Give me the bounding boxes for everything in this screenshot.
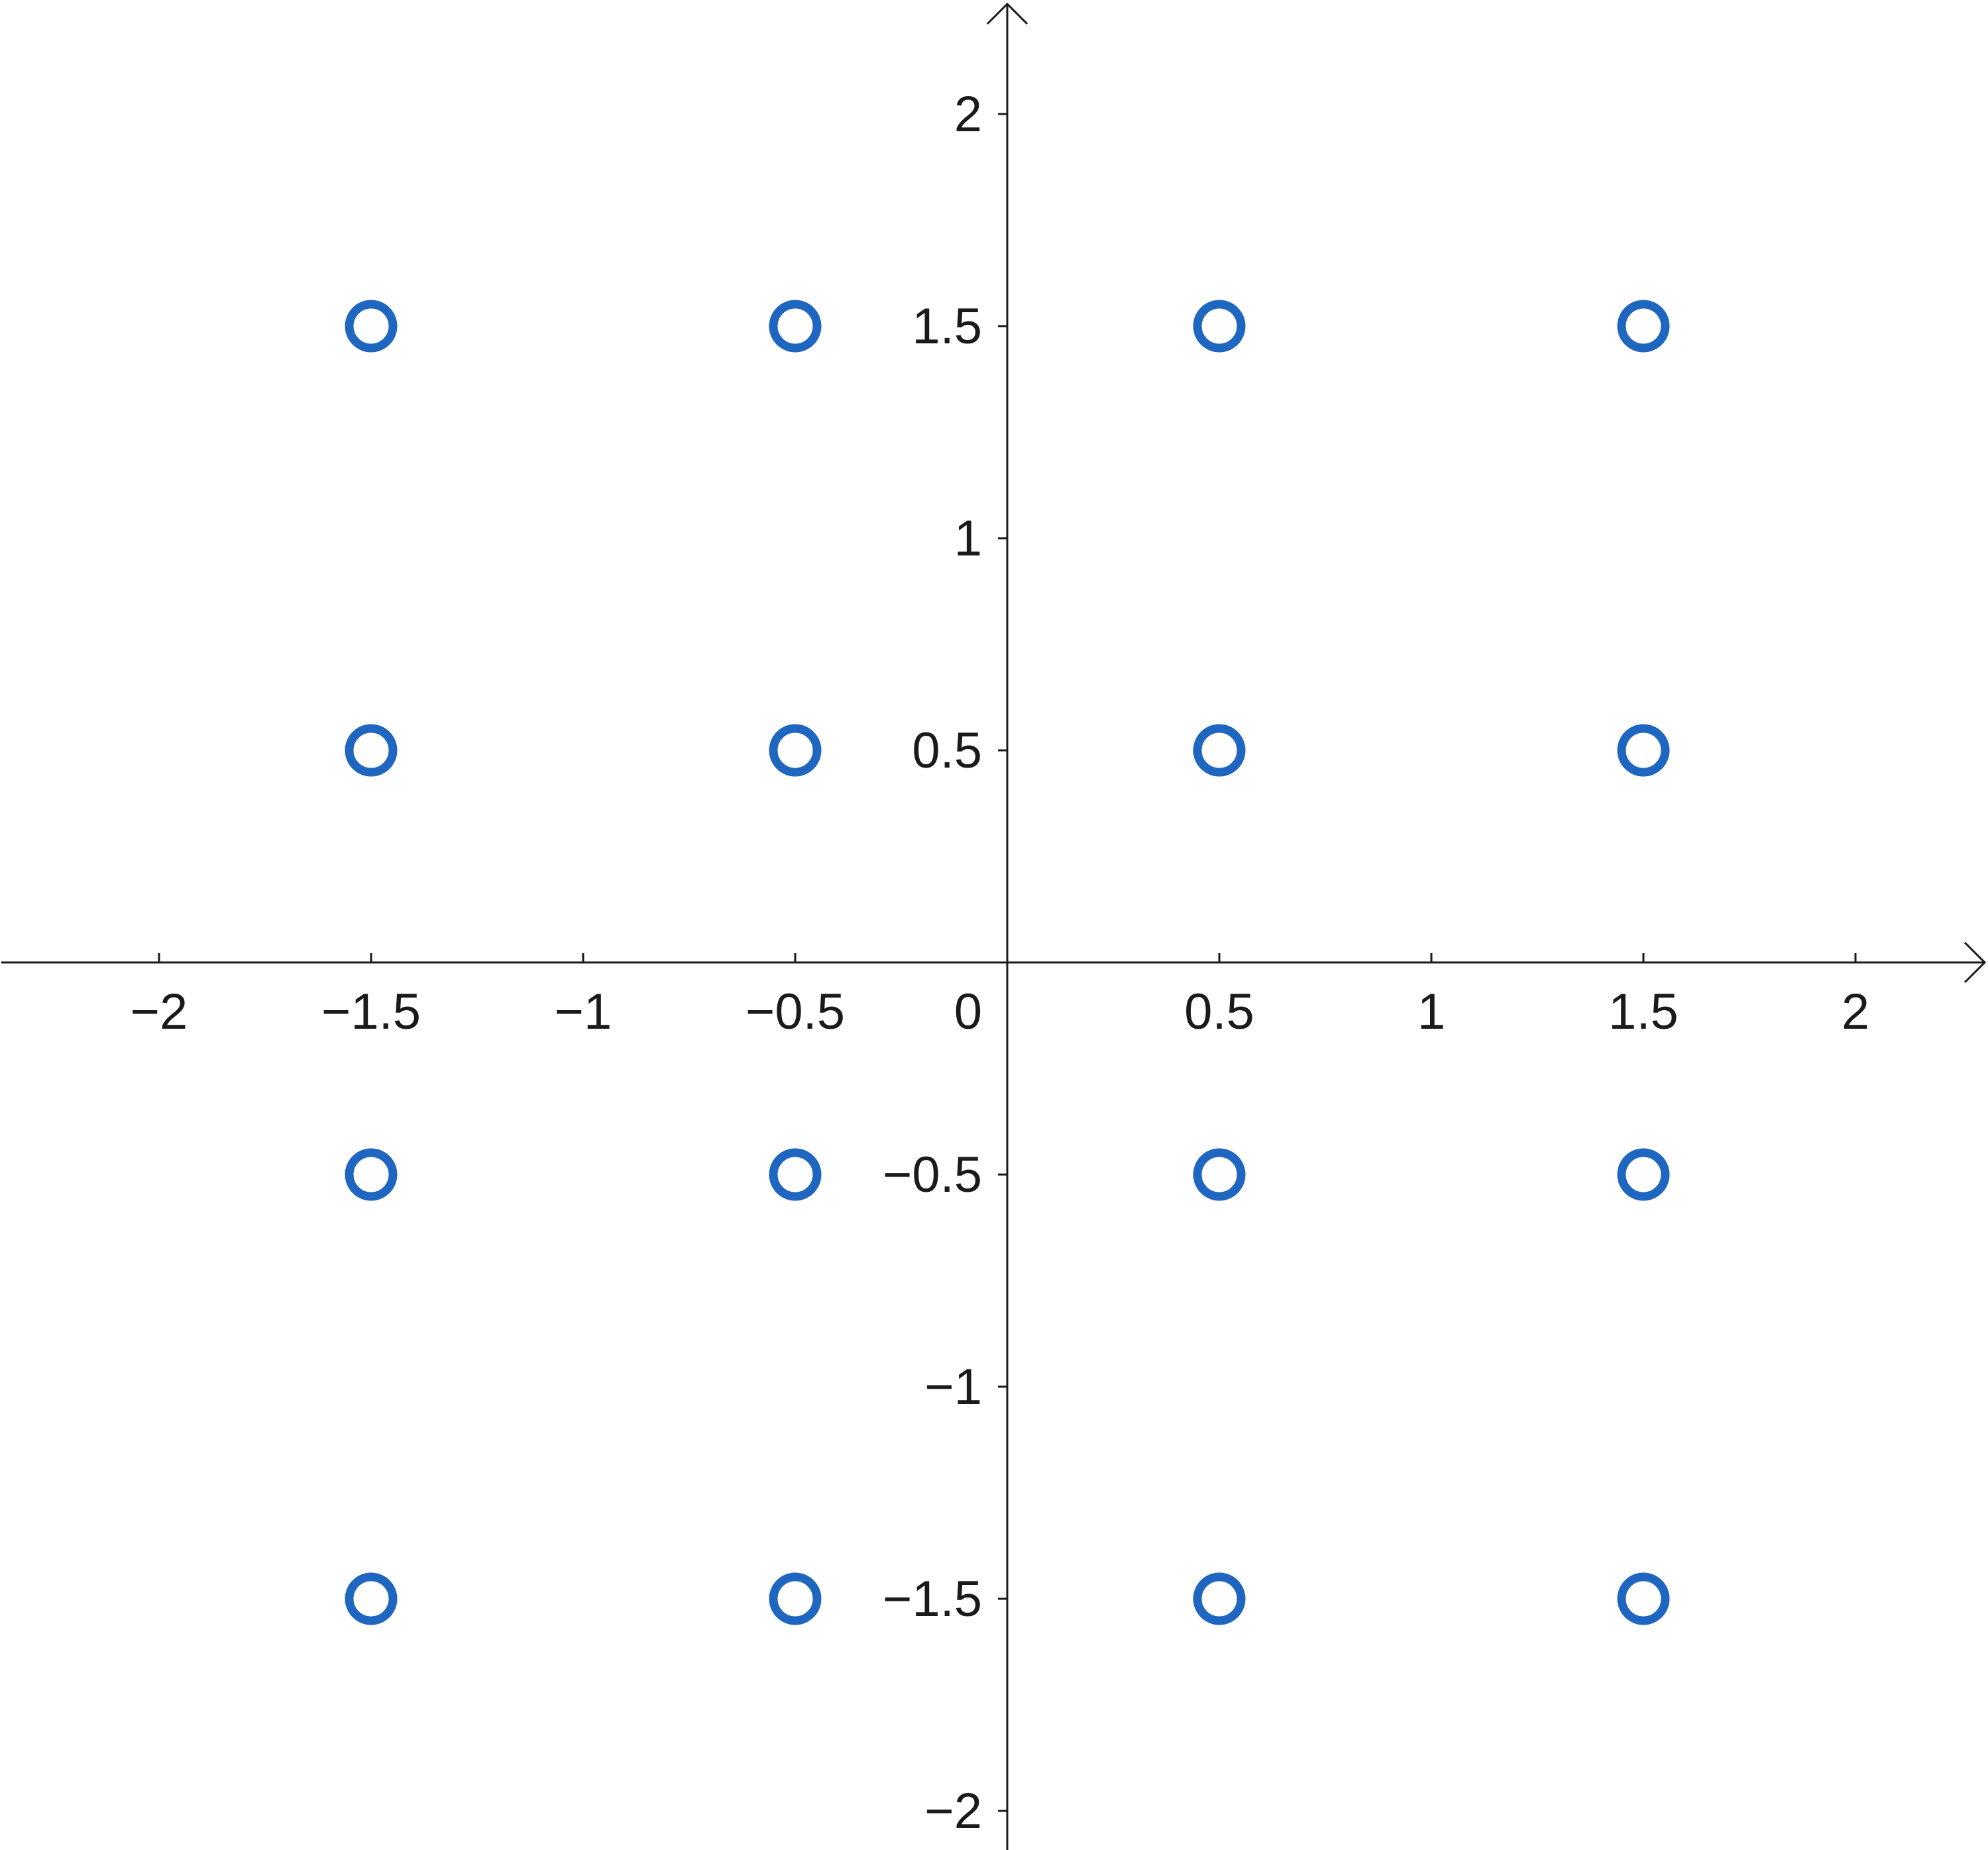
- ticks: [158, 113, 1857, 1812]
- x-tick-label: 2: [1842, 984, 1869, 1040]
- data-point: [769, 1572, 822, 1625]
- y-tick-label: 0.5: [912, 723, 982, 779]
- data-point: [769, 724, 822, 777]
- x-tick-label: −1: [555, 984, 612, 1040]
- data-point: [1617, 1148, 1670, 1201]
- data-point: [769, 300, 822, 353]
- x-tick-label: −0.5: [746, 984, 845, 1040]
- data-points: [345, 300, 1670, 1625]
- data-point: [345, 724, 398, 777]
- x-axis-arrow-icon: [1963, 941, 1987, 984]
- data-point: [1193, 724, 1246, 777]
- data-point: [1193, 1148, 1246, 1201]
- x-tick-label: 0.5: [1184, 984, 1254, 1040]
- data-point: [1617, 724, 1670, 777]
- y-tick-label: 1.5: [912, 298, 982, 355]
- x-tick-label: 1.5: [1608, 984, 1679, 1040]
- y-tick-label: −1.5: [883, 1571, 982, 1627]
- tick-labels: −2 −1.5 −1 −0.5 0.5 1 1.5 2 2 1.5 1 0.5 −0.5 −1 −1.5 −2…: [131, 86, 1869, 1839]
- y-tick-label: −0.5: [883, 1147, 982, 1203]
- x-tick-label: 1: [1417, 984, 1445, 1040]
- y-tick-label: −1: [924, 1359, 982, 1415]
- y-axis-arrow-icon: [986, 2, 1028, 25]
- data-point: [345, 300, 398, 353]
- data-point: [345, 1572, 398, 1625]
- y-tick-label: 1: [954, 510, 982, 567]
- y-tick-label: −2: [924, 1783, 982, 1839]
- origin-label: 0: [954, 984, 982, 1040]
- x-tick-label: −2: [131, 984, 188, 1040]
- y-tick-label: 2: [954, 86, 982, 143]
- x-tick-label: −1.5: [321, 984, 421, 1040]
- data-point: [1617, 300, 1670, 353]
- data-point: [1193, 300, 1246, 353]
- data-point: [1617, 1572, 1670, 1625]
- data-point: [769, 1148, 822, 1201]
- data-point: [1193, 1572, 1246, 1625]
- data-point: [345, 1148, 398, 1201]
